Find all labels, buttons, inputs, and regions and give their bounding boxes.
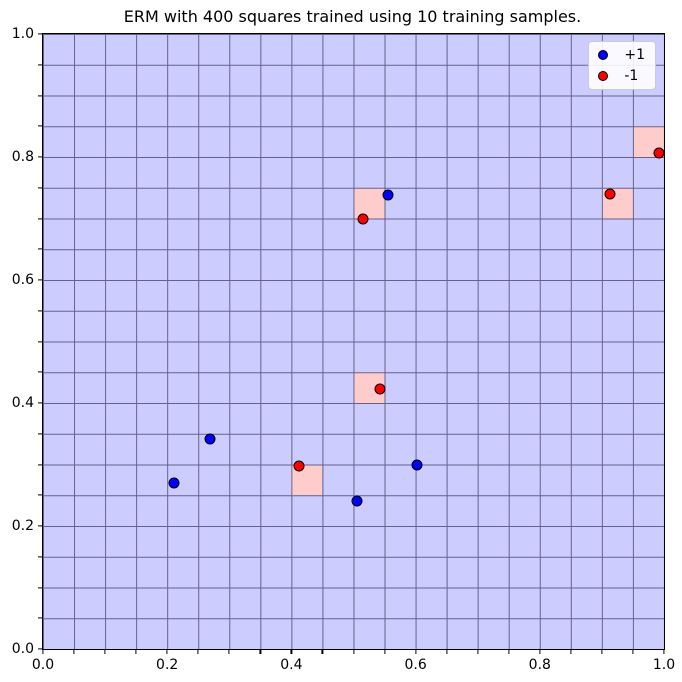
y-axis-tick-mark: [38, 217, 42, 220]
y-axis-tick-label: 0.4: [11, 395, 34, 411]
data-point-negative: [374, 383, 386, 395]
y-axis-tick-mark: [38, 586, 42, 589]
y-axis-tick-label: 0.6: [11, 272, 34, 288]
x-axis-tick-mark: [135, 650, 137, 654]
data-point-positive: [411, 459, 423, 471]
legend-marker-icon: [598, 50, 609, 60]
data-point-negative: [604, 188, 616, 200]
data-point-positive: [351, 495, 363, 507]
y-axis-tick-mark: [38, 279, 42, 281]
x-axis-tick-mark: [42, 650, 44, 654]
x-axis-tick-mark: [259, 650, 261, 654]
x-axis-tick-mark: [477, 650, 479, 654]
x-axis-tick-label: 0.4: [280, 657, 303, 673]
x-axis-tick-mark: [632, 650, 634, 654]
legend-entry: -1: [598, 69, 645, 83]
data-point-positive: [382, 189, 394, 201]
x-axis-tick-mark: [166, 650, 168, 654]
points-layer: [43, 34, 665, 649]
data-point-negative: [293, 460, 305, 472]
chart-title: ERM with 400 squares trained using 10 tr…: [123, 7, 582, 26]
x-axis-tick-mark: [663, 650, 665, 654]
y-axis-tick-mark: [38, 125, 42, 127]
x-axis-tick-mark: [104, 650, 106, 654]
x-axis-tick-mark: [73, 650, 75, 654]
x-axis-tick-label: 1.0: [652, 657, 676, 673]
legend-entry: +1: [598, 48, 645, 62]
x-axis-tick-label: 0.0: [31, 657, 55, 673]
x-axis-tick-mark: [539, 650, 541, 654]
x-axis-tick-label: 0.2: [156, 657, 179, 673]
y-axis-tick-mark: [38, 340, 42, 343]
x-axis-tick-mark: [570, 650, 572, 654]
plot-area: +1 -1 0.0 0.2 0.4 0.6 0.8 1.0 0.0 0.2 0.4 0.6 0.8 1.…: [12, 26, 675, 673]
y-axis-tick-label: 0.2: [11, 518, 34, 534]
legend-label: +1: [624, 47, 645, 63]
data-point-negative: [653, 147, 665, 159]
x-axis-tick-mark: [383, 650, 386, 654]
x-axis-tick-mark: [508, 650, 510, 654]
x-axis-tick-mark: [321, 650, 324, 654]
y-axis-tick-mark: [38, 494, 42, 496]
y-axis-tick-label: 0.8: [11, 149, 34, 165]
y-axis-tick-mark: [38, 463, 42, 466]
x-axis-tick-mark: [415, 650, 417, 654]
x-axis-tick-mark: [601, 650, 603, 654]
y-axis-tick-mark: [38, 64, 42, 66]
data-point-positive: [204, 433, 216, 445]
y-axis-tick-mark: [38, 525, 42, 527]
y-axis-tick-label: 1.0: [11, 26, 34, 42]
data-point-negative: [357, 213, 369, 224]
y-axis-tick-mark: [38, 433, 42, 435]
y-axis-tick-mark: [38, 248, 42, 250]
y-axis-tick-mark: [38, 556, 42, 558]
legend-label: -1: [624, 68, 639, 84]
y-axis-tick-mark: [38, 617, 42, 619]
y-axis-tick-mark: [38, 33, 42, 35]
y-axis-tick-mark: [38, 310, 42, 312]
data-point-positive: [168, 477, 180, 489]
y-axis-tick-mark: [38, 187, 42, 189]
y-axis-tick-mark: [38, 94, 42, 97]
y-axis-tick-mark: [38, 156, 42, 158]
x-axis-tick-mark: [352, 650, 355, 654]
legend-box: +1 -1: [588, 41, 656, 90]
x-axis-tick-label: 0.6: [404, 657, 427, 673]
x-axis-tick-mark: [228, 650, 230, 654]
y-axis-tick-mark: [38, 402, 42, 404]
x-axis-tick-label: 0.8: [528, 657, 551, 673]
x-axis-tick-mark: [446, 650, 448, 654]
y-axis-tick-mark: [38, 371, 42, 373]
x-axis-tick-mark: [197, 650, 199, 654]
y-axis-tick-mark: [38, 648, 42, 650]
x-axis-tick-mark: [290, 650, 292, 654]
y-axis-tick-label: 0.0: [11, 641, 34, 657]
legend-marker-icon: [598, 71, 609, 81]
